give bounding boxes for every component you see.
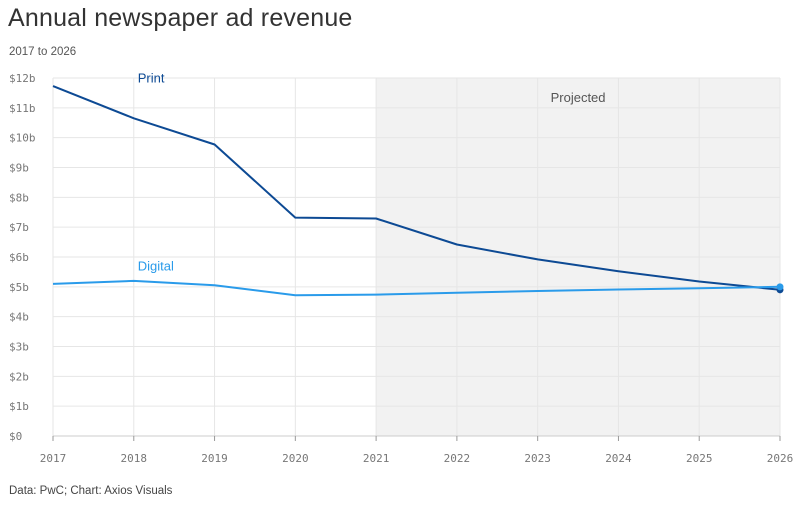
digital-series-label: Digital — [138, 258, 174, 273]
series-labels: Print Digital — [138, 70, 174, 273]
source-note: Data: PwC; Chart: Axios Visuals — [9, 485, 173, 497]
y-tick-label: $3b — [9, 341, 29, 354]
y-tick-label: $1b — [9, 400, 29, 413]
y-tick-label: $2b — [9, 370, 29, 383]
print-series-line — [52, 85, 781, 291]
digital-end-point — [776, 283, 784, 291]
x-tick-label: 2025 — [686, 452, 713, 465]
y-tick-label: $11b — [9, 102, 36, 115]
y-tick-label: $0 — [9, 430, 22, 443]
x-axis-ticks: 2017 2018 2019 2020 2021 2022 2023 2024 2025 2026 — [40, 436, 794, 465]
x-tick-label: 2022 — [444, 452, 471, 465]
y-tick-label: $8b — [9, 191, 29, 204]
line-chart: Projected $0$1b$2b$3b$4b$5b$6b$7b$8b$9b$… — [9, 70, 794, 465]
digital-series-line — [52, 279, 781, 297]
x-tick-label: 2020 — [282, 452, 309, 465]
y-axis-ticks: $0 $1b $2b $3b $4b $5b $6b $7b $8b $9b $10b $11b $12… — [9, 72, 36, 443]
y-tick-label: $7b — [9, 221, 29, 234]
x-tick-label: 2019 — [201, 452, 228, 465]
chart-title: Annual newspaper ad revenue — [8, 4, 353, 32]
x-tick-label: 2023 — [524, 452, 551, 465]
y-tick-label: $12b — [9, 72, 36, 85]
x-tick-label: 2026 — [767, 452, 794, 465]
chart-subtitle: 2017 to 2026 — [9, 46, 77, 58]
y-tick-label: $5b — [9, 281, 29, 294]
y-tick-label: $6b — [9, 251, 29, 264]
y-tick-label: $4b — [9, 311, 29, 324]
series-lines — [52, 85, 784, 297]
print-series-label: Print — [138, 70, 165, 85]
x-tick-label: 2024 — [605, 452, 632, 465]
x-tick-label: 2018 — [121, 452, 148, 465]
y-tick-label: $9b — [9, 162, 29, 175]
x-tick-label: 2017 — [40, 452, 67, 465]
y-tick-label: $10b — [9, 132, 36, 145]
projected-label: Projected — [551, 90, 606, 105]
x-tick-label: 2021 — [363, 452, 390, 465]
gridlines — [52, 77, 781, 437]
